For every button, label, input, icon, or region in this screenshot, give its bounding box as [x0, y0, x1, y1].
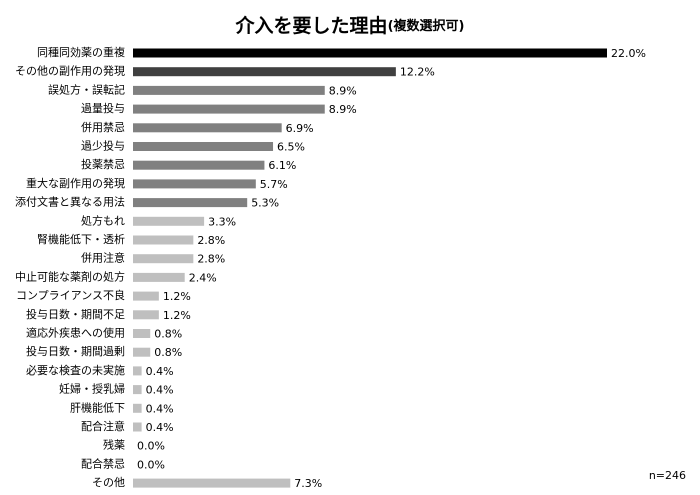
bar [133, 329, 151, 338]
category-label: 残薬 [103, 438, 125, 452]
category-label: 過少投与 [81, 139, 125, 153]
category-label: 重大な副作用の発現 [26, 176, 125, 190]
category-label: 添付文書と異なる用法 [15, 195, 125, 209]
category-label: その他の副作用の発現 [15, 64, 125, 78]
category-label: その他 [92, 476, 125, 489]
category-label: 腎機能低下・透析 [37, 232, 125, 246]
value-label: 2.8% [197, 234, 225, 247]
bar [133, 385, 142, 395]
bar [133, 478, 291, 488]
bar [133, 160, 265, 170]
category-label: 妊婦・授乳婦 [59, 382, 125, 396]
chart-title: 介入を要した理由(複数選択可) [235, 14, 465, 37]
value-label: 7.3% [294, 477, 322, 490]
value-label: 0.8% [154, 328, 182, 341]
value-label: 3.3% [208, 215, 236, 228]
value-label: 1.2% [163, 290, 191, 303]
value-label: 0.4% [146, 365, 174, 378]
bar [133, 235, 194, 245]
category-label: 併用禁忌 [81, 120, 125, 134]
bar [133, 123, 282, 133]
value-label: 1.2% [163, 309, 191, 322]
value-label: 0.0% [137, 458, 165, 471]
category-label: 配合注意 [81, 419, 125, 433]
bar [133, 347, 151, 357]
bar [133, 67, 396, 77]
category-label: 処方もれ [81, 213, 125, 227]
value-label: 6.9% [286, 122, 314, 135]
value-label: 0.4% [146, 384, 174, 397]
bar [133, 291, 159, 301]
category-label: 誤処方・誤転記 [48, 82, 125, 96]
bar [133, 254, 194, 264]
value-label: 6.5% [277, 141, 305, 154]
category-label: 配合禁忌 [81, 456, 125, 470]
bar [133, 310, 159, 320]
category-label: 肝機能低下 [70, 400, 125, 414]
category-label: コンプライアンス不良 [16, 288, 125, 302]
category-label: 投薬禁忌 [81, 157, 125, 171]
bar [133, 48, 607, 58]
value-label: 5.7% [260, 178, 288, 191]
category-label: 必要な検査の未実施 [26, 363, 125, 377]
category-label: 過量投与 [81, 101, 125, 115]
value-label: 0.0% [137, 440, 165, 453]
value-label: 2.8% [197, 253, 225, 266]
subtitle: (複数選択可) [388, 18, 465, 34]
bar [133, 366, 142, 376]
bar [133, 142, 274, 151]
category-label: 投与日数・期間不足 [26, 307, 125, 321]
value-label: 5.3% [251, 197, 279, 210]
value-label: 0.4% [146, 421, 174, 434]
value-label: 12.2% [400, 66, 435, 79]
value-label: 0.4% [146, 402, 174, 415]
value-label: 22.0% [611, 47, 646, 60]
bar [133, 104, 325, 114]
category-label: 併用注意 [81, 251, 125, 265]
sample-note: n=246 [649, 469, 686, 482]
category-label: 中止可能な薬剤の処方 [15, 269, 125, 283]
value-label: 0.8% [154, 346, 182, 359]
value-label: 8.9% [329, 103, 357, 116]
value-label: 8.9% [329, 84, 357, 97]
title: 介入を要した理由 [235, 14, 388, 37]
bar [133, 216, 205, 226]
bar [133, 179, 256, 189]
value-label: 6.1% [268, 159, 296, 172]
category-label: 同種同効薬の重複 [37, 45, 125, 59]
bar [133, 198, 248, 208]
category-label: 適応外疾患への使用 [26, 326, 125, 340]
value-label: 2.4% [189, 271, 217, 284]
bar [133, 403, 142, 413]
bar [133, 85, 325, 95]
bar [133, 272, 185, 282]
bar [133, 422, 142, 432]
category-label: 投与日数・期間過剰 [26, 344, 125, 358]
